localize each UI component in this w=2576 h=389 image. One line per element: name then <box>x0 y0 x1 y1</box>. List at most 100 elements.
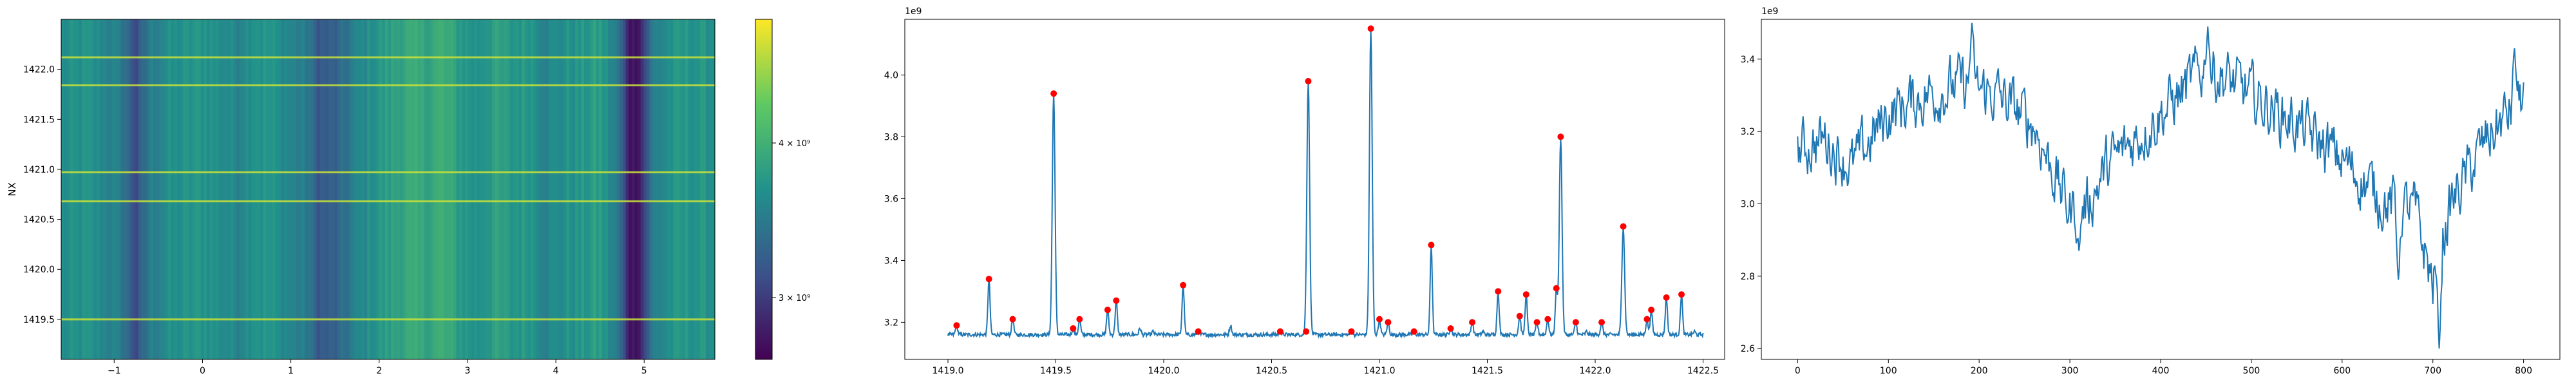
heatmap-column <box>441 19 445 359</box>
x-tick-label: 300 <box>2061 366 2079 376</box>
heatmap-column <box>406 19 410 359</box>
heatmap-column <box>551 19 555 359</box>
heatmap-column <box>415 19 419 359</box>
heatmap-column <box>88 19 91 359</box>
heatmap-column <box>135 19 139 359</box>
heatmap-column <box>67 19 71 359</box>
heatmap-y-axis-label: NX <box>6 182 18 196</box>
heatmap-column <box>382 19 386 359</box>
heatmap-column <box>483 19 487 359</box>
peaks-y-ticks: 3.2 3.4 3.6 3.8 4.0 <box>884 70 905 328</box>
y-tick-label: 3.8 <box>884 132 898 142</box>
x-tick-label: 3 <box>464 366 470 376</box>
heatmap-column <box>601 19 605 359</box>
heatmap-column <box>412 19 415 359</box>
heatmap-column <box>200 19 205 359</box>
heatmap-column <box>126 19 130 359</box>
x-tick-label: 1421.5 <box>1472 366 1503 376</box>
peaks-line-panel: 1419.0 1419.5 1420.0 1420.5 1421.0 1421.5 1422… <box>884 6 1725 376</box>
heatmap-column <box>251 19 255 359</box>
heatmap-column <box>106 19 109 359</box>
heatmap-column <box>111 19 115 359</box>
x-tick-label: 1420.5 <box>1256 366 1287 376</box>
heatmap-column <box>150 19 154 359</box>
heatmap-column <box>64 19 68 359</box>
heatmap-column <box>153 19 157 359</box>
x-tick-label: 4 <box>553 366 559 376</box>
heatmap-column <box>263 19 267 359</box>
x-tick-label: 600 <box>2333 366 2351 376</box>
heatmap-column <box>82 19 86 359</box>
heatmap-highlight-row <box>61 84 715 86</box>
heatmap-column <box>323 19 327 359</box>
heatmap-column <box>622 19 627 359</box>
y-tick-label: 3.2 <box>884 318 898 328</box>
y-tick-label: 2.8 <box>1741 272 1755 282</box>
heatmap-column <box>530 19 535 359</box>
heatmap-column <box>343 19 347 359</box>
heatmap-column <box>296 19 299 359</box>
heatmap-column <box>61 19 65 359</box>
heatmap-column <box>331 19 336 359</box>
peak-marker <box>1469 319 1476 326</box>
peak-marker <box>1428 242 1435 249</box>
series-line-panel: 0 100 200 300 400 500 600 700 800 2.6 2.8 3.0 3.2 3.… <box>1741 6 2561 376</box>
series-y-offset-label: 1e9 <box>1761 6 1778 17</box>
series-y-ticks: 2.6 2.8 3.0 3.2 3.4 <box>1741 55 1761 354</box>
heatmap-column <box>518 19 522 359</box>
heatmap-column <box>245 19 249 359</box>
peak-marker <box>1557 133 1564 140</box>
heatmap-column <box>489 19 493 359</box>
heatmap-column <box>402 19 406 359</box>
heatmap-column <box>180 19 184 359</box>
x-tick-label: 400 <box>2152 366 2170 376</box>
heatmap-column <box>592 19 597 359</box>
heatmap-column <box>459 19 463 359</box>
x-tick-label: 100 <box>1880 366 1897 376</box>
heatmap-column <box>477 19 481 359</box>
heatmap-column <box>634 19 638 359</box>
heatmap-column <box>584 19 588 359</box>
heatmap-column <box>379 19 383 359</box>
y-tick-label: 1421.5 <box>23 115 55 125</box>
heatmap-column <box>423 19 428 359</box>
heatmap-column <box>468 19 472 359</box>
heatmap-column <box>222 19 225 359</box>
heatmap-column <box>620 19 623 359</box>
heatmap-column <box>397 19 401 359</box>
heatmap-column <box>168 19 172 359</box>
heatmap-column <box>509 19 513 359</box>
heatmap-column <box>349 19 353 359</box>
peak-marker <box>1009 316 1016 323</box>
heatmap-column <box>430 19 433 359</box>
heatmap-column <box>435 19 439 359</box>
peaks-plot-frame <box>904 19 1725 360</box>
heatmap-column <box>278 19 282 359</box>
heatmap-column <box>590 19 594 359</box>
heatmap-column <box>646 19 650 359</box>
heatmap-column <box>500 19 505 359</box>
heatmap-column <box>694 19 697 359</box>
peak-marker <box>1572 319 1579 326</box>
heatmap-column <box>215 19 220 359</box>
heatmap-column <box>408 19 413 359</box>
heatmap-column <box>450 19 454 359</box>
heatmap-column <box>569 19 573 359</box>
heatmap-column <box>141 19 145 359</box>
heatmap-column <box>471 19 475 359</box>
heatmap-highlight-row <box>61 200 715 203</box>
heatmap-highlight-row <box>61 56 715 59</box>
heatmap-column <box>515 19 520 359</box>
peak-markers <box>953 25 1685 335</box>
peaks-x-ticks: 1419.0 1419.5 1420.0 1420.5 1421.0 1421.5 1422… <box>933 359 1719 376</box>
heatmap-column <box>138 19 142 359</box>
peak-marker <box>1598 319 1605 326</box>
x-tick-label: 800 <box>2515 366 2532 376</box>
heatmap-column <box>706 19 710 359</box>
y-tick-label: 3.0 <box>1741 199 1755 209</box>
peak-marker <box>1533 319 1540 326</box>
x-tick-label: 5 <box>641 366 647 376</box>
heatmap-column <box>340 19 344 359</box>
heatmap-column <box>421 19 424 359</box>
heatmap-column <box>581 19 585 359</box>
